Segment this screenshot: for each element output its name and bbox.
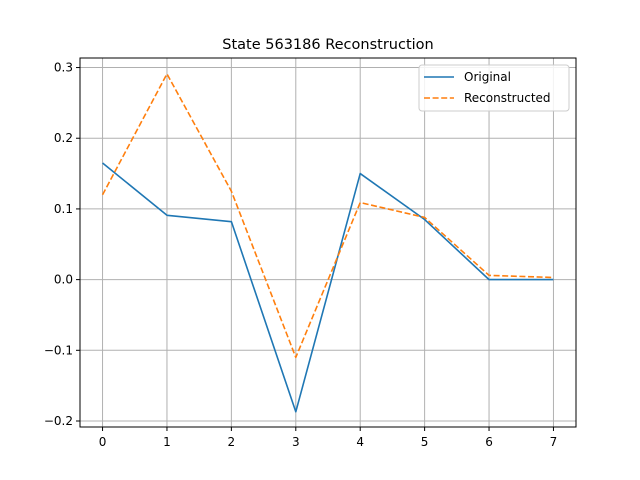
y-tick-label: 0.2 <box>54 131 73 145</box>
x-tick-label: 4 <box>356 435 364 449</box>
axis-ticks: 0 1 2 3 4 5 6 7 −0.2 −0.1 0.0 0.1 0.2 0.3 <box>44 61 557 449</box>
x-tick-label: 5 <box>421 435 429 449</box>
y-tick-label: −0.2 <box>44 414 73 428</box>
series-line-original <box>102 162 554 413</box>
x-tick-label: 1 <box>163 435 171 449</box>
legend-label-original: Original <box>464 70 511 84</box>
x-tick-label: 6 <box>485 435 493 449</box>
x-tick-label: 2 <box>228 435 236 449</box>
y-tick-label: 0.1 <box>54 202 73 216</box>
legend-label-reconstructed: Reconstructed <box>464 91 551 105</box>
y-tick-label: −0.1 <box>44 343 73 357</box>
x-tick-label: 0 <box>99 435 107 449</box>
axes-frame <box>79 57 577 428</box>
x-tick-label: 7 <box>550 435 558 449</box>
y-tick-label: 0.3 <box>54 61 73 75</box>
series-line-reconstructed <box>101 73 554 359</box>
legend-box <box>418 64 570 112</box>
legend: Original Reconstructed <box>418 64 570 112</box>
chart-title: State 563186 Reconstruction <box>222 37 433 53</box>
y-tick-label: 0.0 <box>54 273 73 287</box>
series-lines <box>101 73 554 413</box>
grid <box>80 58 576 427</box>
x-tick-label: 3 <box>292 435 300 449</box>
